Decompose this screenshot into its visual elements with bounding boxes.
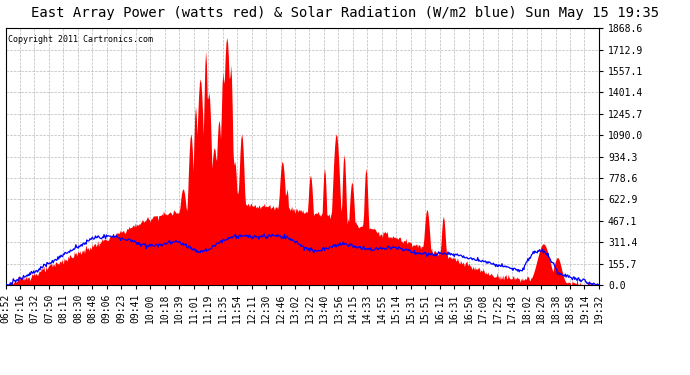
Text: East Array Power (watts red) & Solar Radiation (W/m2 blue) Sun May 15 19:35: East Array Power (watts red) & Solar Rad…: [31, 6, 659, 20]
Text: Copyright 2011 Cartronics.com: Copyright 2011 Cartronics.com: [8, 34, 153, 44]
